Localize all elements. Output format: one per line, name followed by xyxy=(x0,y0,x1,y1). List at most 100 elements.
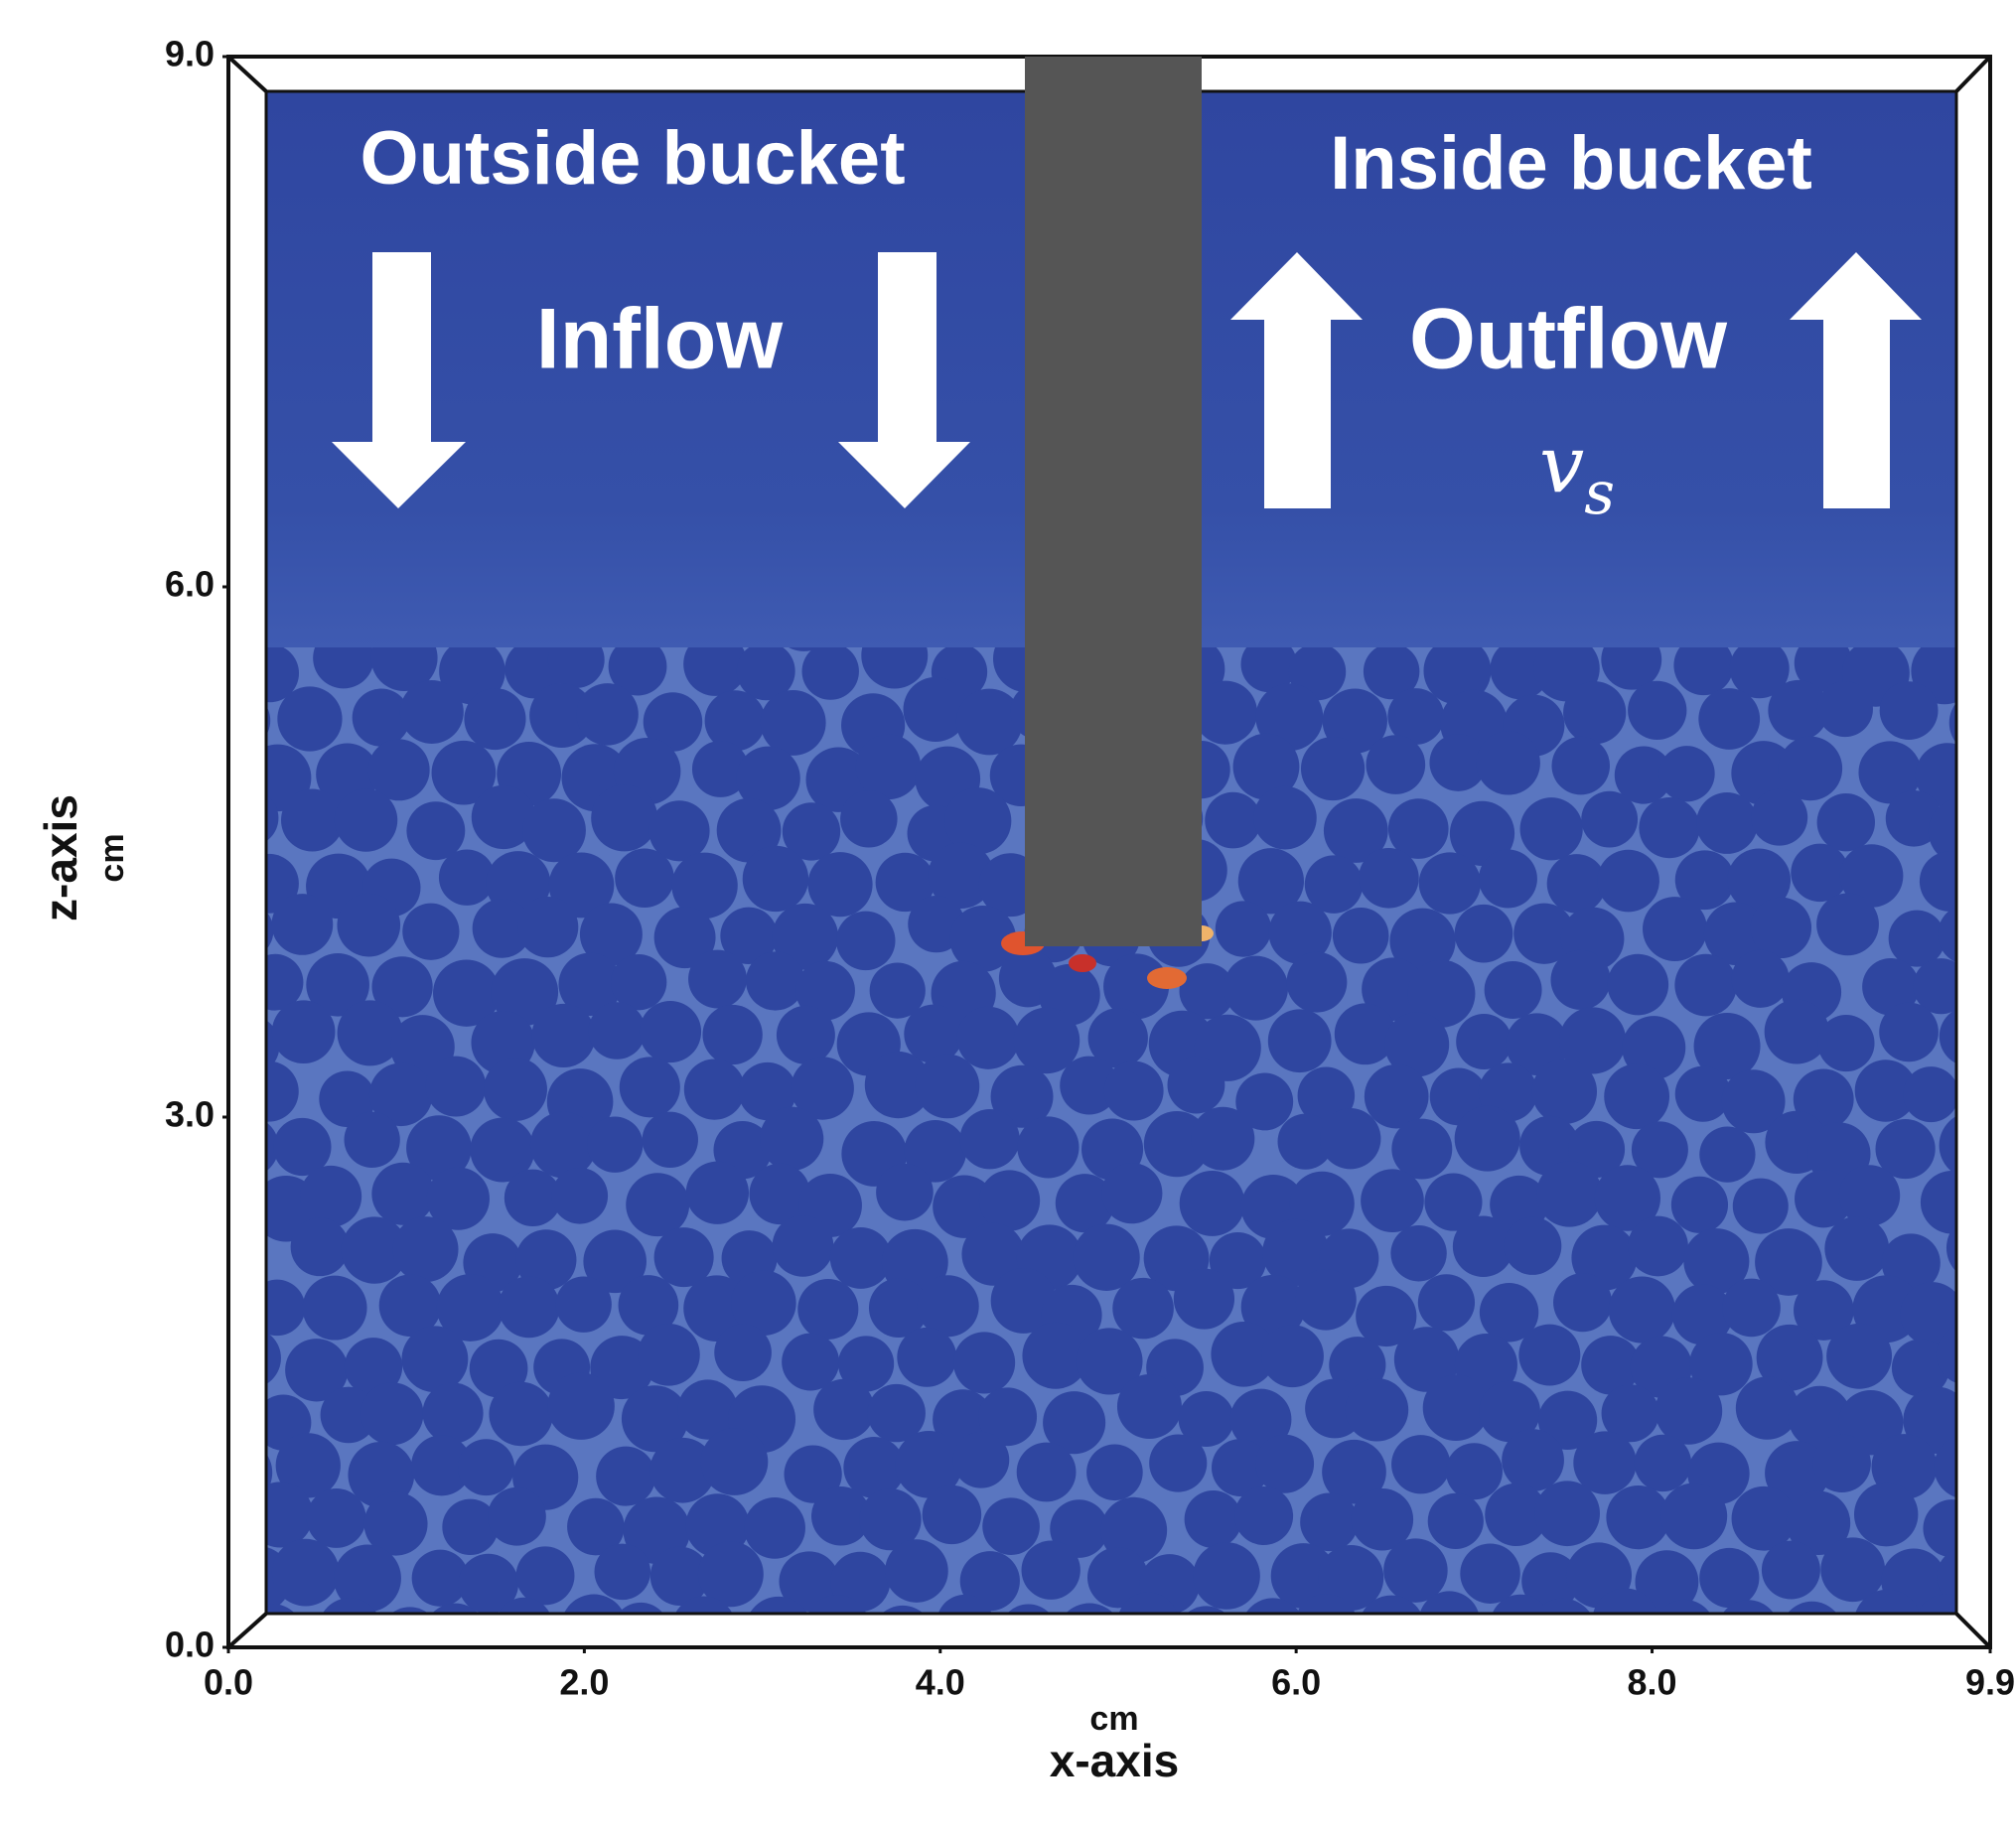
y-tick-label: 6.0 xyxy=(165,564,215,605)
grain xyxy=(1366,735,1425,794)
grain xyxy=(1592,1588,1657,1653)
grain xyxy=(1073,1224,1139,1291)
grain xyxy=(840,790,898,848)
symbol-base: v xyxy=(1539,418,1584,510)
grain xyxy=(595,1544,651,1601)
grain xyxy=(923,1485,981,1544)
grain xyxy=(576,683,639,746)
grain xyxy=(686,1162,749,1224)
grain xyxy=(530,1112,597,1179)
grain xyxy=(1839,1165,1901,1226)
grain xyxy=(1937,1325,1996,1384)
grain xyxy=(1320,1108,1380,1169)
grain xyxy=(782,1334,839,1391)
grain xyxy=(746,1597,812,1663)
grain xyxy=(1824,1216,1889,1281)
grain xyxy=(885,1539,948,1603)
grain xyxy=(936,1595,993,1651)
grain xyxy=(210,1223,268,1282)
grain xyxy=(1628,1216,1688,1277)
grain xyxy=(1781,1602,1843,1664)
grain xyxy=(402,904,459,960)
grain xyxy=(208,589,266,647)
grain xyxy=(615,848,674,908)
grain xyxy=(277,686,342,751)
grain xyxy=(797,1279,858,1340)
grain xyxy=(1606,1485,1669,1549)
grain xyxy=(953,1332,1015,1393)
grain xyxy=(760,1107,823,1171)
grain xyxy=(207,1440,272,1505)
grain xyxy=(836,912,895,970)
grain xyxy=(1921,1171,1984,1234)
grain xyxy=(458,1439,514,1495)
grain xyxy=(1551,737,1610,795)
grain xyxy=(761,690,826,756)
grain xyxy=(1174,1268,1234,1329)
grain xyxy=(489,1382,552,1446)
grain xyxy=(1817,793,1875,851)
grain xyxy=(1383,1538,1447,1602)
grain xyxy=(1112,1278,1174,1340)
grain xyxy=(953,1432,1010,1488)
grain xyxy=(303,1276,367,1341)
grain xyxy=(337,894,400,957)
x-tick-label: 9.9 xyxy=(1965,1662,2015,1703)
grain xyxy=(587,1117,643,1173)
grain xyxy=(1609,1276,1675,1343)
grain xyxy=(1455,905,1513,963)
grain xyxy=(1817,681,1873,737)
grain xyxy=(1940,1112,2007,1180)
grain xyxy=(1205,792,1261,849)
x-tick-label: 6.0 xyxy=(1271,1662,1321,1703)
grain xyxy=(555,1277,611,1333)
y-tick-label: 3.0 xyxy=(165,1094,215,1135)
grain xyxy=(1479,850,1537,909)
grain xyxy=(1477,731,1540,794)
grain xyxy=(744,1497,805,1559)
grain xyxy=(1346,1378,1409,1442)
grain xyxy=(1628,681,1686,740)
grain xyxy=(1446,1443,1503,1499)
grain xyxy=(1502,1429,1564,1491)
grain xyxy=(1017,1443,1077,1502)
grain xyxy=(345,1112,400,1168)
grain xyxy=(1485,961,1542,1019)
grain xyxy=(1460,1543,1520,1604)
grain xyxy=(335,788,397,851)
grain xyxy=(611,954,666,1010)
grain xyxy=(1949,690,2014,755)
grain xyxy=(300,1166,361,1227)
grain xyxy=(1889,911,1945,967)
annotation: Outside bucket xyxy=(360,116,906,201)
grain xyxy=(1234,1486,1293,1545)
grain xyxy=(1762,1541,1820,1600)
grain xyxy=(488,1487,546,1546)
grain xyxy=(640,1001,701,1062)
grain xyxy=(982,1497,1040,1555)
grain xyxy=(1418,1274,1475,1331)
grain xyxy=(516,1546,575,1605)
grain xyxy=(702,1005,762,1064)
grain xyxy=(517,897,578,957)
grain xyxy=(1300,1493,1359,1552)
grain xyxy=(956,1007,1019,1069)
grain xyxy=(1654,1600,1715,1661)
annotation: Outflow xyxy=(1409,292,1728,387)
grain xyxy=(406,801,465,860)
annotation: Inflow xyxy=(536,292,784,387)
grain xyxy=(1361,1169,1424,1232)
grain xyxy=(291,1217,350,1276)
grain xyxy=(1660,1483,1727,1549)
grain xyxy=(1419,852,1481,914)
grain xyxy=(1643,897,1707,961)
grain xyxy=(1879,1003,1939,1062)
grain xyxy=(238,1061,299,1122)
grain xyxy=(1563,681,1626,744)
grain xyxy=(249,1280,305,1336)
grain xyxy=(1817,1015,1874,1071)
grain xyxy=(1736,1376,1799,1439)
grain xyxy=(1117,1374,1182,1439)
grain xyxy=(1529,1599,1596,1665)
grain xyxy=(1547,854,1607,914)
